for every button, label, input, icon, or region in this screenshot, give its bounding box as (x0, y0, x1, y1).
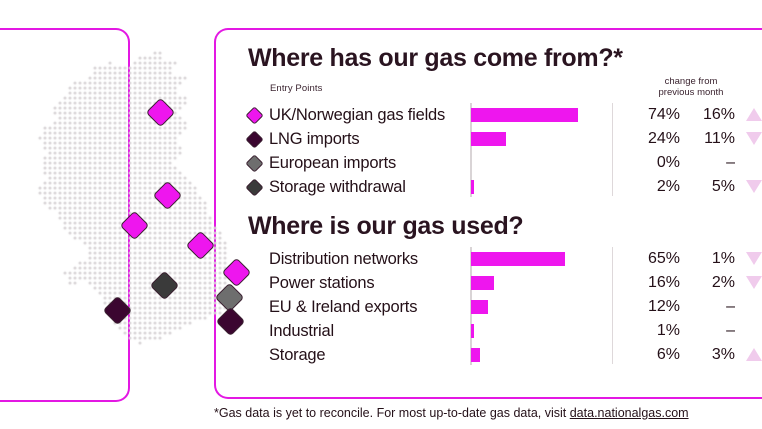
chart-row: UK/Norwegian gas fields 74% 16% (245, 103, 762, 127)
chart-row: European imports 0% – (245, 151, 762, 175)
chart-change-label: 3% (711, 346, 735, 363)
chart-bar (471, 276, 495, 290)
change-header-line2: previous month (658, 87, 724, 98)
chart-row-label: Storage (269, 345, 326, 364)
column-divider-demand (612, 247, 614, 364)
legend-diamond-icon (245, 105, 264, 125)
chart-row: LNG imports 24% 11% (245, 127, 762, 151)
chart-row-label: EU & Ireland exports (269, 297, 418, 316)
map-dot-layer (0, 48, 230, 388)
chart-value-label: 12% (647, 298, 680, 315)
bar-baseline-supply (470, 103, 472, 197)
chart-row: Industrial 1% – (248, 319, 762, 343)
chart-change-label: 11% (704, 130, 735, 147)
trend-down-icon (745, 250, 762, 268)
chart-row: Storage withdrawal 2% 5% (245, 175, 762, 199)
chart-change-label: 5% (711, 178, 735, 195)
supply-header-row: Entry Points change from previous month (248, 76, 762, 103)
chart-row-label: Storage withdrawal (269, 177, 406, 196)
chart-row-label: UK/Norwegian gas fields (269, 105, 446, 124)
chart-row-label: Distribution networks (269, 249, 418, 268)
uk-dotted-map (0, 48, 252, 388)
chart-value-label: 6% (656, 346, 680, 363)
chart-value-label: 74% (647, 106, 680, 123)
trend-down-icon (745, 130, 762, 148)
bar-baseline-demand (470, 247, 472, 365)
trend-up-icon (745, 106, 762, 124)
chart-bar (471, 252, 566, 266)
trend-down-icon (745, 274, 762, 292)
content-column: Where has our gas come from?* Entry Poin… (245, 44, 762, 367)
chart-bar (471, 132, 506, 146)
chart-bar (471, 300, 489, 314)
chart-change-label: 2% (711, 274, 735, 291)
legend-diamond-icon (245, 153, 264, 173)
chart-row: Power stations 16% 2% (248, 271, 762, 295)
chart-value-label: 0% (656, 154, 680, 171)
entry-points-label: Entry Points (270, 83, 323, 94)
chart-change-label: – (726, 322, 735, 339)
chart-bar (471, 348, 480, 362)
trend-down-icon (745, 178, 762, 196)
chart-value-label: 24% (647, 130, 680, 147)
supply-rows: UK/Norwegian gas fields 74% 16% LNG imports… (245, 103, 762, 199)
chart-value-label: 1% (656, 322, 680, 339)
chart-value-label: 16% (647, 274, 680, 291)
change-header-line1: change from (664, 76, 718, 87)
chart-change-label: 1% (711, 250, 735, 267)
chart-row-label: European imports (269, 153, 397, 172)
chart-row: Distribution networks 65% 1% (248, 247, 762, 271)
chart-row-label: Industrial (269, 321, 334, 340)
demand-rows: Distribution networks 65% 1% Power stations… (248, 247, 762, 367)
chart-bar (471, 324, 474, 338)
footnote: *Gas data is yet to reconcile. For most … (214, 406, 689, 420)
chart-row-label: Power stations (269, 273, 375, 292)
page-title-demand: Where is our gas used? (248, 212, 524, 240)
chart-row: Storage 6% 3% (248, 343, 762, 367)
chart-row-label: LNG imports (269, 129, 360, 148)
chart-value-label: 2% (656, 178, 680, 195)
page-title-supply: Where has our gas come from?* (248, 44, 623, 72)
footnote-link[interactable]: data.nationalgas.com (569, 406, 689, 420)
chart-change-label: 16% (702, 106, 735, 123)
legend-diamond-icon (245, 129, 264, 149)
chart-row: EU & Ireland exports 12% – (248, 295, 762, 319)
chart-bar (471, 180, 474, 194)
column-divider-supply (612, 103, 614, 196)
change-from-previous-month-header: change from previous month (631, 76, 751, 98)
chart-change-label: – (726, 298, 735, 315)
chart-value-label: 65% (647, 250, 680, 267)
footnote-text: *Gas data is yet to reconcile. For most … (214, 406, 570, 420)
legend-diamond-icon (245, 177, 264, 197)
chart-bar (471, 108, 579, 122)
trend-up-icon (745, 346, 762, 364)
chart-change-label: – (726, 154, 735, 171)
